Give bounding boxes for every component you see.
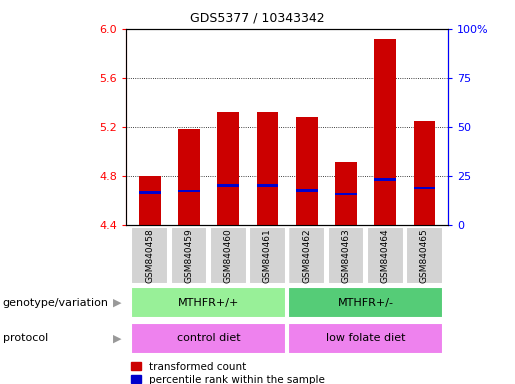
Text: GDS5377 / 10343342: GDS5377 / 10343342 <box>190 12 325 25</box>
Bar <box>217 184 239 187</box>
FancyBboxPatch shape <box>406 227 443 283</box>
FancyBboxPatch shape <box>210 227 247 283</box>
Text: GSM840460: GSM840460 <box>224 228 233 283</box>
Text: protocol: protocol <box>3 333 48 343</box>
FancyBboxPatch shape <box>249 227 286 283</box>
Bar <box>414 121 435 225</box>
Text: genotype/variation: genotype/variation <box>3 298 109 308</box>
FancyBboxPatch shape <box>131 323 286 354</box>
Bar <box>256 184 278 187</box>
FancyBboxPatch shape <box>288 323 443 354</box>
FancyBboxPatch shape <box>367 227 404 283</box>
Bar <box>374 39 396 225</box>
Bar <box>178 190 200 192</box>
Text: GSM840463: GSM840463 <box>341 228 351 283</box>
Bar <box>374 178 396 181</box>
FancyBboxPatch shape <box>288 227 325 283</box>
Text: GSM840459: GSM840459 <box>184 228 194 283</box>
Bar <box>217 112 239 225</box>
Text: GSM840458: GSM840458 <box>145 228 154 283</box>
Text: GSM840464: GSM840464 <box>381 228 390 283</box>
Legend: transformed count, percentile rank within the sample: transformed count, percentile rank withi… <box>131 362 325 384</box>
FancyBboxPatch shape <box>170 227 208 283</box>
Text: control diet: control diet <box>177 333 241 343</box>
Text: low folate diet: low folate diet <box>326 333 405 343</box>
Bar <box>139 191 161 194</box>
Text: MTHFR+/+: MTHFR+/+ <box>178 298 239 308</box>
FancyBboxPatch shape <box>328 227 365 283</box>
Bar <box>296 189 318 192</box>
Bar <box>414 187 435 189</box>
FancyBboxPatch shape <box>288 287 443 318</box>
Bar <box>178 129 200 225</box>
Text: ▶: ▶ <box>112 333 121 343</box>
Bar <box>335 193 357 195</box>
Bar <box>296 117 318 225</box>
Bar <box>335 162 357 225</box>
Text: ▶: ▶ <box>112 298 121 308</box>
Bar <box>139 176 161 225</box>
Bar <box>256 112 278 225</box>
Text: GSM840462: GSM840462 <box>302 228 311 283</box>
FancyBboxPatch shape <box>131 227 168 283</box>
FancyBboxPatch shape <box>131 287 286 318</box>
Text: MTHFR+/-: MTHFR+/- <box>338 298 393 308</box>
Text: GSM840461: GSM840461 <box>263 228 272 283</box>
Text: GSM840465: GSM840465 <box>420 228 429 283</box>
